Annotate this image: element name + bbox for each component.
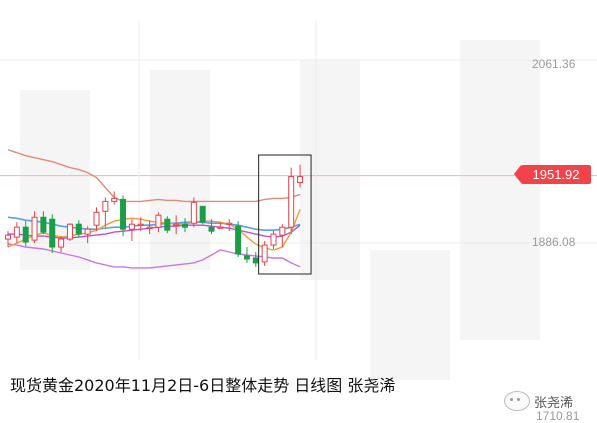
candle-body: [252, 257, 259, 264]
candle-body: [5, 234, 11, 240]
candle-body: [173, 223, 180, 226]
watermark-text: 张尧浠: [534, 395, 574, 411]
candle-body: [208, 226, 215, 232]
candle-body: [146, 226, 153, 229]
candle-body: [120, 198, 127, 230]
candle-body: [93, 211, 100, 226]
background-block: [460, 40, 540, 340]
background-block: [370, 250, 450, 380]
candle-body: [226, 222, 233, 225]
upper-band-line: [7, 149, 301, 203]
candle-body: [190, 201, 197, 224]
candle-body: [199, 205, 206, 223]
candle-body: [243, 255, 250, 260]
current-price-tag: 1951.92: [514, 165, 591, 184]
background-block: [150, 70, 210, 270]
moving-average-purple: [8, 224, 301, 239]
candle-body: [40, 216, 47, 233]
lower-band-line: [7, 243, 301, 269]
candle-body: [261, 244, 268, 263]
highlight-box: [258, 154, 312, 275]
candle-body: [164, 218, 171, 231]
price-label-bottom: 1710.81: [536, 409, 580, 423]
candle-body: [49, 218, 56, 248]
candle-body: [66, 223, 73, 240]
background-block: [300, 60, 360, 280]
candle-body: [13, 226, 20, 238]
candle-body: [75, 223, 82, 235]
chart-caption: 现货黄金2020年11月2日-6日整体走势 日线图 张尧浠: [10, 376, 396, 395]
candle-body: [58, 238, 65, 248]
candle-body: [84, 228, 91, 235]
price-label-top: 2061.36: [532, 57, 576, 71]
candle-body: [155, 214, 162, 228]
candle-body: [182, 223, 188, 228]
candle-body: [102, 200, 109, 212]
moving-average-blue: [7, 216, 301, 231]
candle-body: [137, 223, 144, 226]
watermark: 张尧浠: [504, 391, 573, 411]
candle-body: [235, 225, 242, 255]
candle-body: [128, 223, 135, 230]
candle-body: [279, 226, 286, 236]
wechat-icon: [504, 391, 530, 411]
candle-body: [111, 197, 118, 202]
candle-body: [270, 233, 277, 246]
candle-body: [31, 216, 38, 241]
candle-body: [297, 176, 304, 184]
candle-body: [288, 176, 295, 228]
moving-average-orange: [7, 209, 301, 251]
price-label-mid: 1886.08: [532, 235, 576, 249]
candle-body: [22, 226, 29, 243]
candle-body: [217, 226, 224, 229]
